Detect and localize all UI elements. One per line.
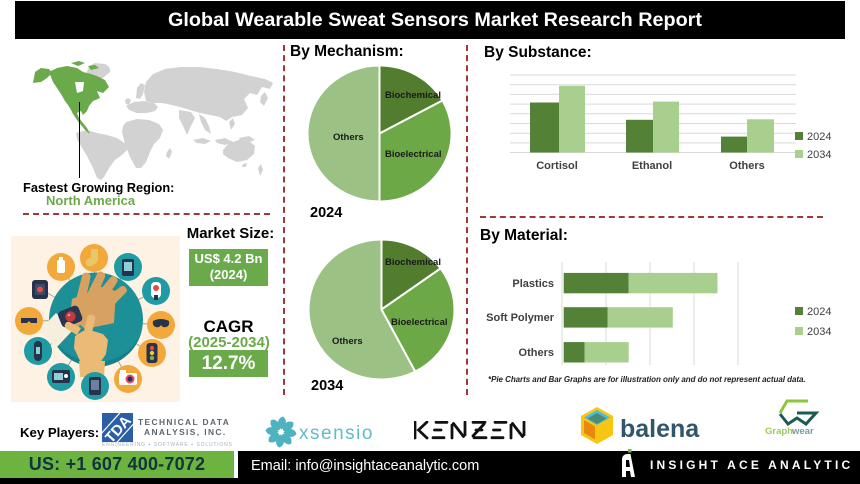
svg-text:Cortisol: Cortisol [536,160,578,172]
svg-text:Biochemical: Biochemical [385,257,441,268]
svg-text:2024: 2024 [807,306,831,318]
svg-text:Bioelectrical: Bioelectrical [385,149,442,160]
svg-text:TECHNICAL DATA: TECHNICAL DATA [138,417,230,427]
svg-text:Bioelectrical: Bioelectrical [391,317,448,328]
svg-text:Graph: Graph [765,426,793,437]
svg-text:Others: Others [519,347,554,359]
svg-text:2034: 2034 [807,149,831,161]
svg-text:Plastics: Plastics [512,278,554,290]
svg-text:+: + [134,411,139,418]
svg-text:ENGINEERING + SOFTWARE + S: ENGINEERING + SOFTWARE + SOLUTIONS [102,442,233,448]
svg-text:Soft Polymer: Soft Polymer [486,312,555,324]
svg-text:Ethanol: Ethanol [632,160,672,172]
svg-text:wear: wear [791,426,814,437]
svg-text:Others: Others [333,132,364,143]
svg-text:ANALYSIS, INC.: ANALYSIS, INC. [144,427,227,437]
svg-text:Others: Others [729,160,764,172]
svg-text:2024: 2024 [807,131,831,143]
svg-text:Biochemical: Biochemical [385,90,441,101]
svg-text:2034: 2034 [807,326,831,338]
svg-text:balena: balena [620,415,700,443]
svg-text:Others: Others [332,336,363,347]
svg-text:xsensio: xsensio [299,423,374,444]
